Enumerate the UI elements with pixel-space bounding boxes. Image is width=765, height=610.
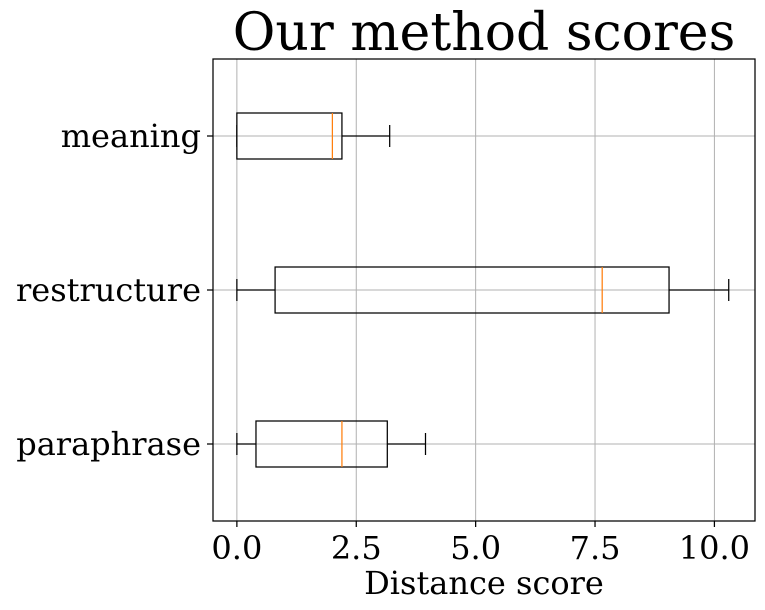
y-tick-label: restructure <box>16 271 201 309</box>
x-tick-label: 5.0 <box>450 529 501 567</box>
x-tick-label: 10.0 <box>679 529 750 567</box>
boxes-layer <box>236 112 730 468</box>
box-group-paraphrase <box>236 420 427 468</box>
x-tick-label: 0.0 <box>211 529 262 567</box>
x-tick-label: 2.5 <box>331 529 382 567</box>
x-ticks-layer: 0.0 2.5 5.0 7.5 10.0 <box>211 521 750 567</box>
y-tick-label: meaning <box>61 117 201 155</box>
chart-title: Our method scores <box>233 3 736 63</box>
box-iqr <box>274 266 670 314</box>
x-axis-label: Distance score <box>364 564 604 602</box>
box-group-restructure <box>236 266 730 314</box>
y-tick-label: paraphrase <box>16 425 201 463</box>
box-iqr <box>236 112 343 160</box>
plot-frame <box>212 58 756 522</box>
y-ticks-layer: paraphrase restructure meaning <box>16 117 213 463</box>
box-group-meaning <box>236 112 391 160</box>
x-tick-label: 7.5 <box>570 529 621 567</box>
box-iqr <box>255 420 388 468</box>
